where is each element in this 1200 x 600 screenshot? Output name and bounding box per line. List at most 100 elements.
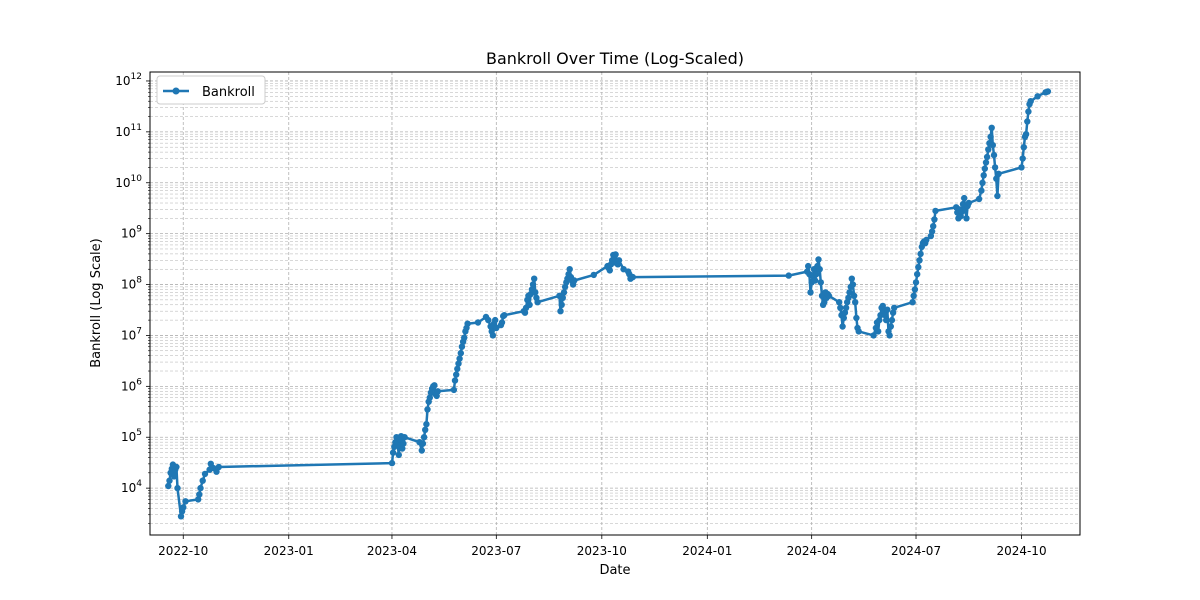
data-point [201, 470, 209, 478]
data-point [988, 124, 995, 131]
data-point [825, 292, 833, 299]
data-point [180, 504, 187, 511]
data-point [401, 434, 408, 441]
data-point [612, 251, 619, 258]
data-point [1022, 131, 1030, 138]
data-point [199, 477, 206, 484]
data-point [930, 223, 937, 230]
legend: Bankroll [156, 75, 266, 105]
data-point [875, 328, 882, 335]
data-point [990, 151, 998, 159]
data-point [461, 334, 468, 341]
data-point [629, 273, 636, 281]
data-point [197, 484, 204, 492]
data-point [811, 277, 819, 284]
data-point [1044, 88, 1052, 95]
x-axis-title: Date [599, 563, 630, 578]
grid-lines [150, 72, 1080, 535]
data-point [1019, 155, 1026, 162]
data-point [849, 281, 857, 288]
data-point [994, 192, 1001, 200]
data-point [909, 299, 916, 306]
data-point [991, 164, 999, 171]
data-point [891, 304, 898, 311]
data-point [498, 319, 506, 326]
data-point [532, 289, 539, 296]
chart-title: Bankroll Over Time (Log-Scaled) [486, 49, 744, 68]
data-point [394, 441, 401, 449]
data-point [174, 484, 181, 492]
data-point [451, 377, 459, 384]
data-point [389, 449, 397, 456]
data-point [195, 496, 202, 503]
x-tick-label: 2023-04 [367, 544, 417, 558]
data-point [876, 316, 883, 324]
data-point [963, 215, 970, 222]
data-point [985, 146, 992, 153]
plot-frame [149, 71, 1081, 536]
data-point [420, 434, 428, 441]
data-point [887, 323, 894, 330]
data-point [1025, 108, 1032, 115]
data-point [431, 382, 438, 389]
data-point [815, 256, 822, 263]
y-axis-title: Bankroll (Log Scale) [89, 238, 104, 368]
data-point [917, 250, 924, 258]
data-point [474, 319, 482, 326]
data-point [805, 262, 812, 270]
data-point [454, 365, 461, 373]
data-point [492, 316, 499, 324]
data-point [457, 349, 464, 357]
data-point [981, 165, 988, 172]
data-point [388, 459, 396, 467]
data-point [590, 271, 597, 279]
data-point [615, 257, 623, 264]
data-point [489, 332, 497, 339]
data-point [1027, 98, 1034, 105]
x-axis: 2022-10 2023-01 2023-04 2023-07 2023-10 2024-… [158, 535, 1047, 558]
data-point [493, 324, 500, 332]
data-point [961, 194, 968, 202]
data-point [884, 306, 891, 313]
data-point [166, 477, 173, 484]
data-point [975, 195, 983, 203]
data-point [456, 355, 463, 362]
data-point [419, 440, 427, 447]
legend-box [156, 75, 266, 105]
data-point [816, 266, 823, 273]
data-point [978, 187, 985, 194]
data-point [923, 236, 930, 244]
data-point [989, 141, 996, 149]
data-point [426, 394, 433, 401]
data-point [842, 304, 850, 311]
data-point [458, 343, 466, 350]
x-tick-label: 2024-04 [787, 544, 837, 558]
data-point [836, 299, 843, 306]
data-point [559, 294, 566, 301]
data-point [995, 170, 1002, 177]
data-point [453, 371, 460, 378]
data-point [215, 463, 222, 471]
x-tick-label: 2023-07 [471, 544, 521, 558]
data-point [817, 279, 824, 286]
data-point [881, 312, 889, 319]
data-point [424, 406, 431, 413]
data-point [165, 482, 172, 490]
data-point [839, 323, 846, 330]
data-point [1024, 118, 1031, 125]
data-point [526, 301, 533, 308]
x-tick-label: 2024-01 [682, 544, 732, 558]
data-point [395, 451, 402, 459]
data-point [886, 332, 893, 339]
data-point [1018, 164, 1025, 171]
data-point [1034, 93, 1041, 100]
data-point [853, 314, 860, 322]
data-point [911, 286, 919, 293]
data-point [560, 289, 568, 296]
data-point [931, 216, 938, 223]
data-point [196, 491, 203, 498]
x-tick-label: 2024-10 [996, 544, 1046, 558]
data-point [888, 316, 896, 324]
data-point [485, 316, 492, 324]
x-tick-label: 2023-01 [264, 544, 314, 558]
